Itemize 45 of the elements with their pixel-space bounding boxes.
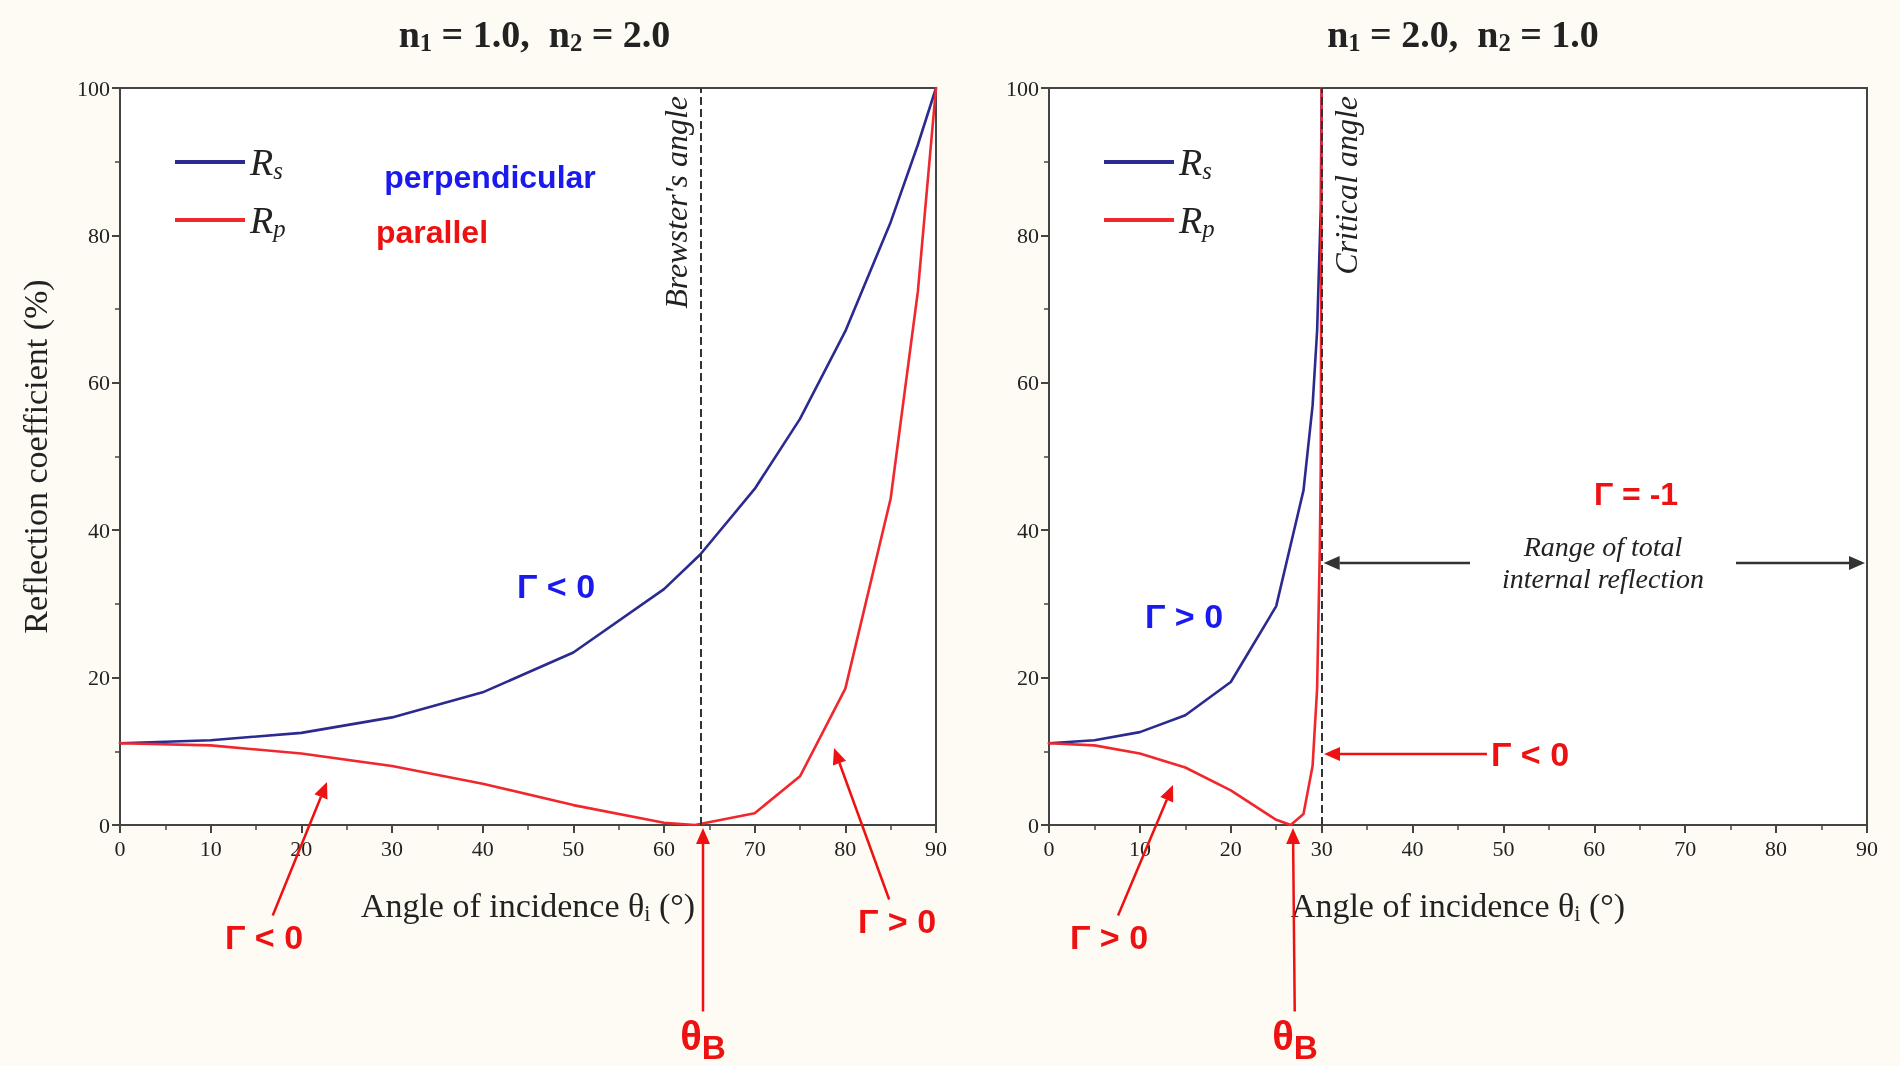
- text: Γ > 0: [857, 901, 937, 941]
- text: θ$_{B}$: [680, 1013, 726, 1066]
- y-tick-label: 60: [1017, 370, 1039, 396]
- text: Γ < 0: [224, 917, 304, 957]
- x-tick-label: 70: [1674, 835, 1697, 861]
- x-tick-label: 40: [471, 835, 494, 861]
- x-tick-label: 70: [743, 835, 766, 861]
- x-tick-label: 20: [1219, 835, 1242, 861]
- x-tick-label: 50: [1492, 835, 1515, 861]
- y-tick-label: 40: [88, 517, 110, 543]
- y-tick-label: 20: [88, 665, 110, 691]
- x-tick-label: 80: [1765, 835, 1788, 861]
- y-tick-label: 100: [1006, 75, 1039, 101]
- y-tick-label: 60: [88, 370, 110, 396]
- y-tick-label: 80: [1017, 222, 1039, 248]
- x-tick-label: 90: [925, 835, 947, 861]
- x-tick-label: 30: [381, 835, 403, 861]
- annotation: Γ < 0: [516, 566, 596, 606]
- y-tick-label: 0: [1028, 812, 1039, 838]
- annotation: Range of total internal reflection: [1501, 531, 1705, 595]
- y-axis-title: Reflection coefficient (%): [16, 279, 55, 634]
- y-tick-label: 80: [88, 222, 110, 248]
- annotation: Γ > 0: [1144, 596, 1224, 636]
- x-tick-label: 0: [1043, 835, 1055, 861]
- annotation: Γ = -1: [1593, 475, 1679, 513]
- x-tick-label: 90: [1856, 835, 1878, 861]
- x-tick-label: 50: [562, 835, 585, 861]
- x-tick-label: 0: [114, 835, 126, 861]
- ref-line-label: Brewster's angle: [658, 96, 695, 309]
- y-tick-label: 40: [1017, 517, 1039, 543]
- annotation: parallel: [375, 213, 489, 251]
- text: θ$_{B}$: [1272, 1013, 1318, 1066]
- x-tick-label: 10: [199, 835, 222, 861]
- text: Γ > 0: [1069, 917, 1149, 957]
- ref-line-label: Critical angle: [1327, 96, 1364, 275]
- x-tick-label: 80: [834, 835, 857, 861]
- y-tick-label: 20: [1017, 665, 1039, 691]
- annotation: Γ < 0: [1490, 734, 1570, 774]
- x-tick-label: 40: [1401, 835, 1424, 861]
- x-tick-label: 30: [1310, 835, 1333, 861]
- x-tick-label: 60: [653, 835, 675, 861]
- y-tick-label: 100: [77, 75, 110, 101]
- y-tick-label: 0: [99, 812, 110, 838]
- annotation: perpendicular: [384, 158, 596, 196]
- x-tick-label: 60: [1583, 835, 1606, 861]
